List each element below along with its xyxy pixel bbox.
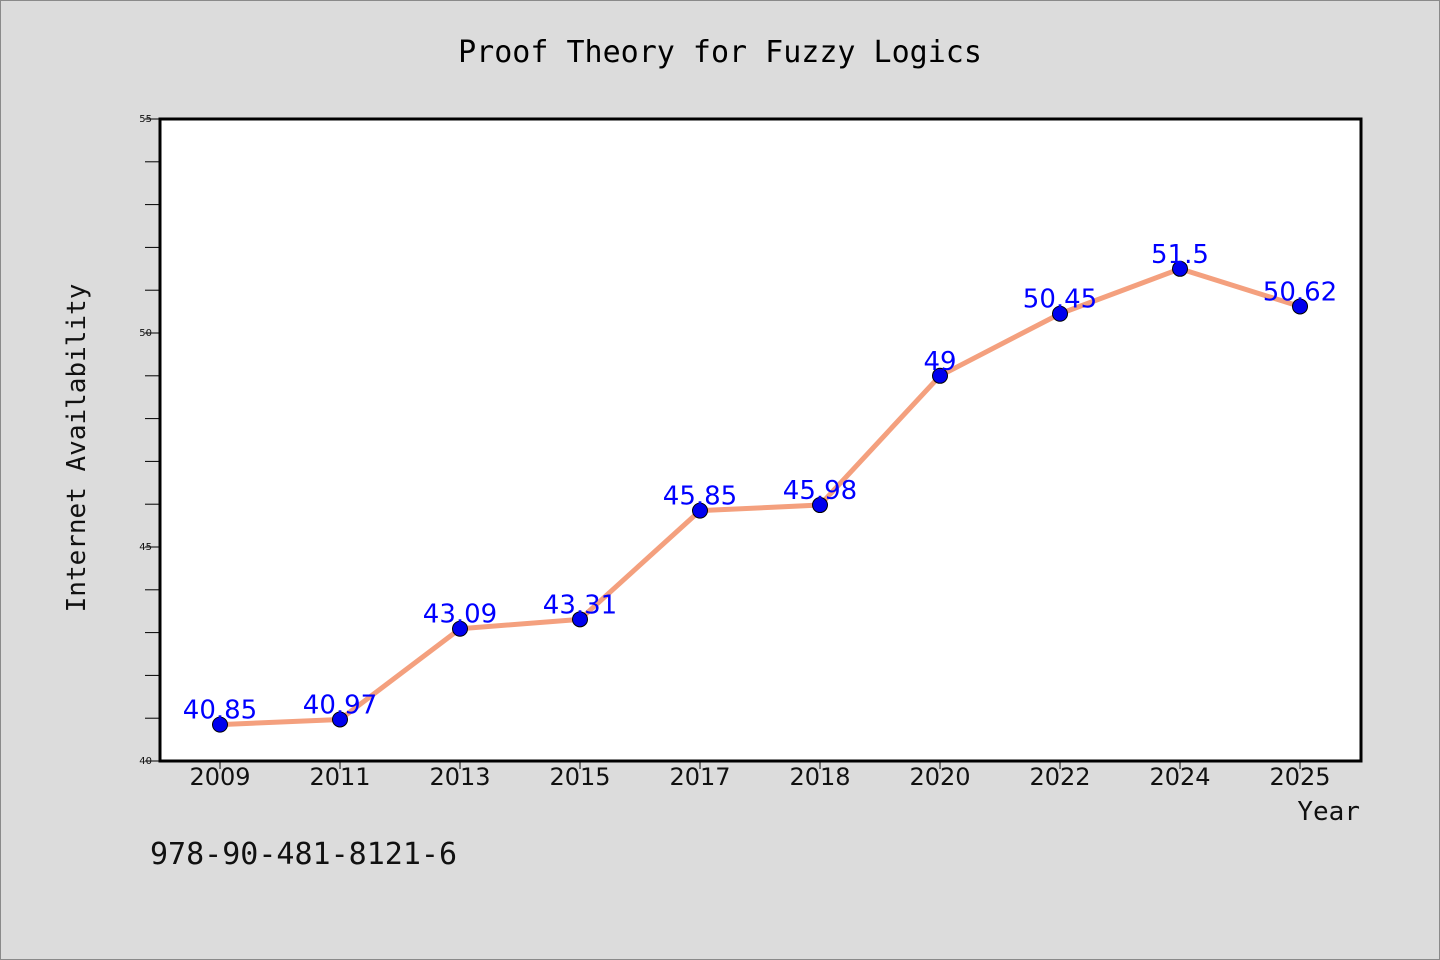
y-tick-label: 45	[139, 542, 152, 553]
x-axis-label: Year	[1297, 797, 1360, 827]
y-tick-label: 50	[139, 328, 152, 339]
x-tick-label: 2009	[189, 763, 250, 791]
data-labels: 40.85 40.97 43.09 43.31 45.85 45.98 49 50.45 51.…	[183, 240, 1337, 726]
data-point	[452, 620, 468, 637]
data-point	[812, 497, 828, 514]
chart-title: Proof Theory for Fuzzy Logics	[458, 35, 982, 70]
series-line	[219, 266, 1301, 728]
data-label: 40.97	[303, 690, 377, 720]
data-label: 50.62	[1263, 277, 1337, 307]
data-label: 45.85	[663, 482, 737, 512]
data-point	[1052, 305, 1068, 322]
x-tick-label: 2015	[549, 763, 610, 791]
series-group	[212, 260, 1308, 733]
x-tick-label: 2018	[789, 763, 850, 791]
x-axis: 2009 2011 2013 2015 2017 2018 2020 2022 2024 2025	[189, 761, 1331, 791]
data-label: 43.09	[423, 600, 497, 630]
x-tick-label: 2020	[909, 763, 970, 791]
data-point	[1172, 260, 1188, 277]
x-tick-label: 2013	[429, 763, 490, 791]
data-point	[212, 716, 228, 733]
x-tick-label: 2022	[1029, 763, 1090, 791]
data-point	[572, 611, 588, 628]
y-axis-label: Internet Availability	[62, 284, 92, 613]
x-tick-label: 2025	[1269, 763, 1330, 791]
x-tick-label: 2024	[1149, 763, 1210, 791]
data-label: 50.45	[1023, 285, 1097, 315]
data-point	[692, 502, 708, 519]
data-label: 43.31	[543, 590, 617, 620]
data-label: 40.85	[183, 696, 257, 726]
data-label: 45.98	[783, 476, 857, 506]
x-tick-label: 2011	[309, 763, 370, 791]
isbn-footer: 978-90-481-8121-6	[150, 837, 457, 872]
y-tick-label: 40	[139, 756, 152, 767]
y-axis: 40 45 50 55	[139, 114, 160, 767]
data-label: 49	[923, 347, 956, 377]
data-point	[932, 367, 948, 384]
data-point	[1292, 298, 1308, 315]
x-tick-label: 2017	[669, 763, 730, 791]
y-tick-label: 55	[139, 114, 152, 125]
plot-area	[158, 117, 1363, 763]
data-point	[332, 711, 348, 728]
data-label: 51.5	[1151, 240, 1209, 270]
